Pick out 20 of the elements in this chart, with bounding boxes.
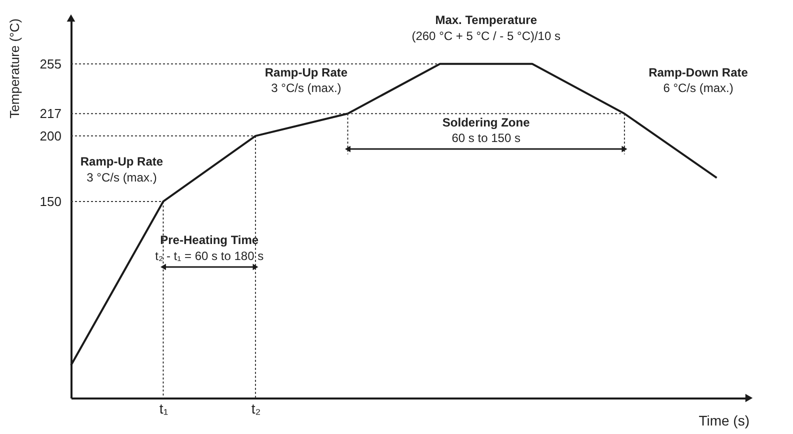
annotation: Soldering Zone [442, 115, 530, 130]
y-tick-label: 255 [40, 56, 62, 72]
y-tick-label: 150 [40, 194, 62, 209]
annotation: 3 °C/s (max.) [86, 170, 157, 184]
x-tick-label: t₂ [251, 400, 261, 416]
y-axis-title: Temperature (°C) [6, 18, 22, 118]
annotation: 3 °C/s (max.) [271, 81, 342, 96]
x-tick-label: t₁ [159, 400, 168, 416]
x-axis-title: Time (s) [698, 412, 750, 428]
annotation: Ramp-Up Rate [80, 154, 164, 169]
annotation: Pre-Heating Time [160, 233, 259, 248]
annotation: 60 s to 150 s [452, 131, 520, 146]
y-tick-label: 200 [40, 128, 62, 144]
y-tick-label: 217 [40, 106, 62, 122]
annotation: t₂ - t₁ = 60 s to 180 s [155, 248, 264, 263]
annotation: Ramp-Down Rate [648, 66, 748, 80]
annotation: (260 °C + 5 °C / - 5 °C)/10 s [412, 28, 560, 43]
annotation: Max. Temperature [435, 13, 538, 28]
annotation: Ramp-Up Rate [264, 66, 348, 80]
annotation: 6 °C/s (max.) [663, 81, 734, 96]
